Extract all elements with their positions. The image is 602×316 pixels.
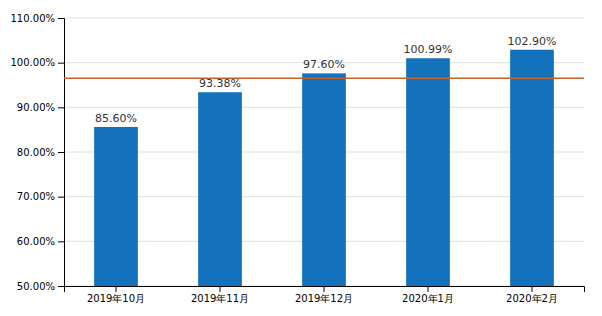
- bar: [198, 92, 242, 286]
- data-label: 85.60%: [95, 112, 137, 125]
- data-label: 100.99%: [404, 43, 453, 56]
- y-tick-mark: [58, 107, 64, 108]
- y-tick: 100.00%: [11, 57, 65, 68]
- x-tick: 2019年11月: [191, 286, 249, 304]
- y-tick: 50.00%: [17, 281, 64, 292]
- grid-line: [64, 18, 584, 19]
- chart-container: 50.00% 60.00% 70.00% 80.00% 90.00% 100.00% 110…: [0, 0, 602, 316]
- x-tick: 2019年10月: [87, 286, 145, 304]
- y-tick-label: 60.00%: [17, 236, 55, 247]
- bar: [510, 50, 554, 286]
- y-tick: 80.00%: [17, 147, 64, 158]
- x-tick: 2020年1月: [402, 286, 454, 304]
- chart: 50.00% 60.00% 70.00% 80.00% 90.00% 100.00% 110…: [0, 0, 602, 316]
- data-labels: 85.60% 93.38% 97.60% 100.99% 102.90%: [95, 35, 556, 125]
- x-tick-mark: [532, 286, 533, 292]
- x-axis: 2019年10月 2019年11月 2019年12月 2020年1月 2020年2月: [65, 286, 585, 304]
- data-label: 97.60%: [303, 58, 345, 71]
- bar: [406, 58, 450, 286]
- x-tick: 2019年12月: [295, 286, 353, 304]
- grid: [64, 18, 584, 286]
- y-tick-label: 90.00%: [17, 102, 55, 113]
- y-tick-label: 110.00%: [11, 13, 56, 24]
- bar: [94, 127, 138, 286]
- x-axis-line: [65, 287, 585, 293]
- y-tick: 90.00%: [17, 102, 64, 113]
- x-tick-label: 2020年1月: [402, 293, 454, 304]
- y-tick: 110.00%: [11, 13, 65, 24]
- x-tick-mark: [116, 286, 117, 292]
- y-tick-label: 50.00%: [17, 281, 55, 292]
- x-tick-label: 2019年10月: [87, 293, 145, 304]
- x-tick-mark: [324, 286, 325, 292]
- data-label: 102.90%: [508, 35, 557, 48]
- y-axis-line: [58, 19, 65, 287]
- plot-area: [64, 50, 584, 286]
- y-tick-label: 70.00%: [17, 191, 55, 202]
- x-tick-label: 2019年12月: [295, 293, 353, 304]
- y-tick-mark: [58, 152, 64, 153]
- bar: [302, 73, 346, 286]
- reference-line: [64, 78, 584, 80]
- y-axis: 50.00% 60.00% 70.00% 80.00% 90.00% 100.00% 110…: [11, 13, 65, 292]
- y-tick-mark: [58, 286, 64, 287]
- y-tick-mark: [58, 18, 64, 19]
- x-tick-label: 2019年11月: [191, 293, 249, 304]
- y-tick-label: 80.00%: [17, 147, 55, 158]
- y-tick: 70.00%: [17, 191, 64, 202]
- y-tick-mark: [58, 241, 64, 242]
- x-tick-mark: [428, 286, 429, 292]
- y-tick-mark: [58, 197, 64, 198]
- x-tick-mark: [220, 286, 221, 292]
- y-tick-label: 100.00%: [11, 57, 56, 68]
- y-tick: 60.00%: [17, 236, 64, 247]
- y-tick-mark: [58, 63, 64, 64]
- data-label: 93.38%: [199, 77, 241, 90]
- x-tick-label: 2020年2月: [506, 293, 558, 304]
- x-tick: 2020年2月: [506, 286, 558, 304]
